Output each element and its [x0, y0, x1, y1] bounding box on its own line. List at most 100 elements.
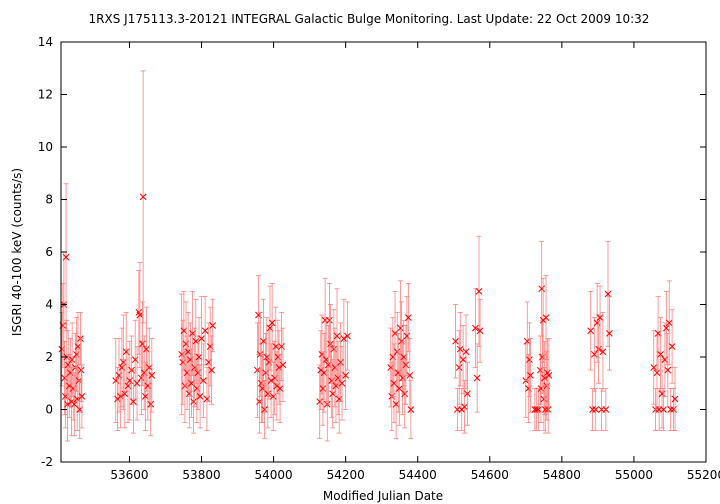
data-point [671, 395, 679, 403]
data-point [456, 345, 464, 353]
data-point [269, 393, 277, 400]
data-point [133, 379, 141, 387]
data-point [130, 398, 137, 405]
data-point [455, 364, 463, 371]
data-point [405, 314, 412, 321]
data-point [663, 324, 670, 332]
data-point [397, 324, 404, 332]
data-point [660, 406, 667, 413]
data-point [537, 385, 545, 392]
data-point [335, 395, 343, 403]
data-point [326, 316, 333, 324]
axes: 53600 53800 54000 54200 54400 54600 54800 55000… [38, 35, 720, 482]
data-point [147, 400, 155, 408]
data-point [476, 327, 484, 335]
x-tick-label: 54400 [399, 468, 437, 482]
data-point [653, 369, 661, 377]
data-point [139, 193, 147, 201]
data-point [527, 372, 534, 379]
data-point [115, 372, 123, 379]
data-point [606, 330, 613, 337]
x-tick-label: 53800 [182, 468, 220, 482]
data-point [206, 343, 214, 350]
data-point [78, 393, 86, 400]
data-point [73, 351, 80, 358]
data-point [68, 356, 76, 363]
x-tick-label: 54000 [255, 468, 293, 482]
data-point [344, 332, 351, 340]
data-point [664, 366, 672, 374]
data-point [542, 314, 550, 321]
data-point [545, 372, 553, 379]
data-point [205, 358, 213, 366]
y-tick-label: 0 [45, 403, 53, 417]
data-point [667, 406, 675, 413]
y-tick-label: -2 [41, 455, 53, 469]
data-point [143, 345, 150, 353]
data-point [526, 356, 533, 363]
data-point [198, 335, 205, 342]
data-point [136, 311, 144, 319]
x-tick-label: 55000 [615, 468, 653, 482]
data-point [593, 319, 601, 327]
data-point [208, 366, 215, 374]
data-point [602, 406, 610, 413]
data-point [121, 390, 129, 398]
data-point [279, 361, 287, 369]
data-point [148, 372, 156, 379]
data-point [340, 335, 348, 342]
y-tick-label: 10 [38, 140, 53, 154]
y-tick-label: 8 [45, 193, 53, 207]
data-point [461, 403, 468, 411]
data-point [319, 385, 327, 392]
data-point [268, 319, 276, 327]
data-point [587, 327, 595, 335]
plot-frame [60, 41, 707, 463]
data-point [452, 337, 459, 345]
plot-area [58, 70, 679, 442]
data-point [264, 390, 272, 398]
data-point [278, 343, 285, 350]
data-point [668, 343, 676, 350]
data-point [196, 393, 204, 400]
x-tick-label: 54600 [471, 468, 509, 482]
data-point [540, 395, 548, 403]
data-point [275, 364, 283, 371]
y-tick-label: 6 [45, 245, 53, 259]
data-point [396, 385, 403, 392]
data-point [403, 332, 411, 340]
data-point [589, 406, 596, 413]
data-point [337, 358, 344, 366]
data-point [654, 330, 662, 337]
y-tick-label: 14 [38, 35, 53, 49]
data-point [401, 390, 409, 398]
data-point [475, 288, 483, 295]
y-axis-label: ISGRI 40-100 keV (counts/s) [10, 168, 24, 336]
data-point [119, 358, 127, 366]
data-point [459, 356, 467, 363]
data-point [407, 406, 415, 413]
data-point [195, 353, 203, 361]
data-point [338, 379, 346, 387]
y-tick-label: 2 [45, 350, 53, 364]
x-tick-label: 55200 [687, 468, 720, 482]
data-point [592, 406, 600, 413]
x-tick-label: 54800 [543, 468, 581, 482]
data-point [342, 372, 350, 379]
data-point [334, 374, 342, 382]
x-tick-label: 54200 [327, 468, 365, 482]
data-point [138, 374, 145, 382]
data-point [276, 385, 284, 392]
data-point [604, 290, 612, 298]
data-point [657, 351, 664, 358]
data-point [650, 364, 658, 371]
data-point [144, 382, 152, 390]
data-point [77, 366, 85, 374]
data-point [117, 393, 124, 400]
data-point [74, 343, 82, 350]
data-point [141, 393, 149, 400]
data-point [190, 398, 197, 405]
data-point [70, 400, 78, 408]
data-point [145, 364, 153, 371]
